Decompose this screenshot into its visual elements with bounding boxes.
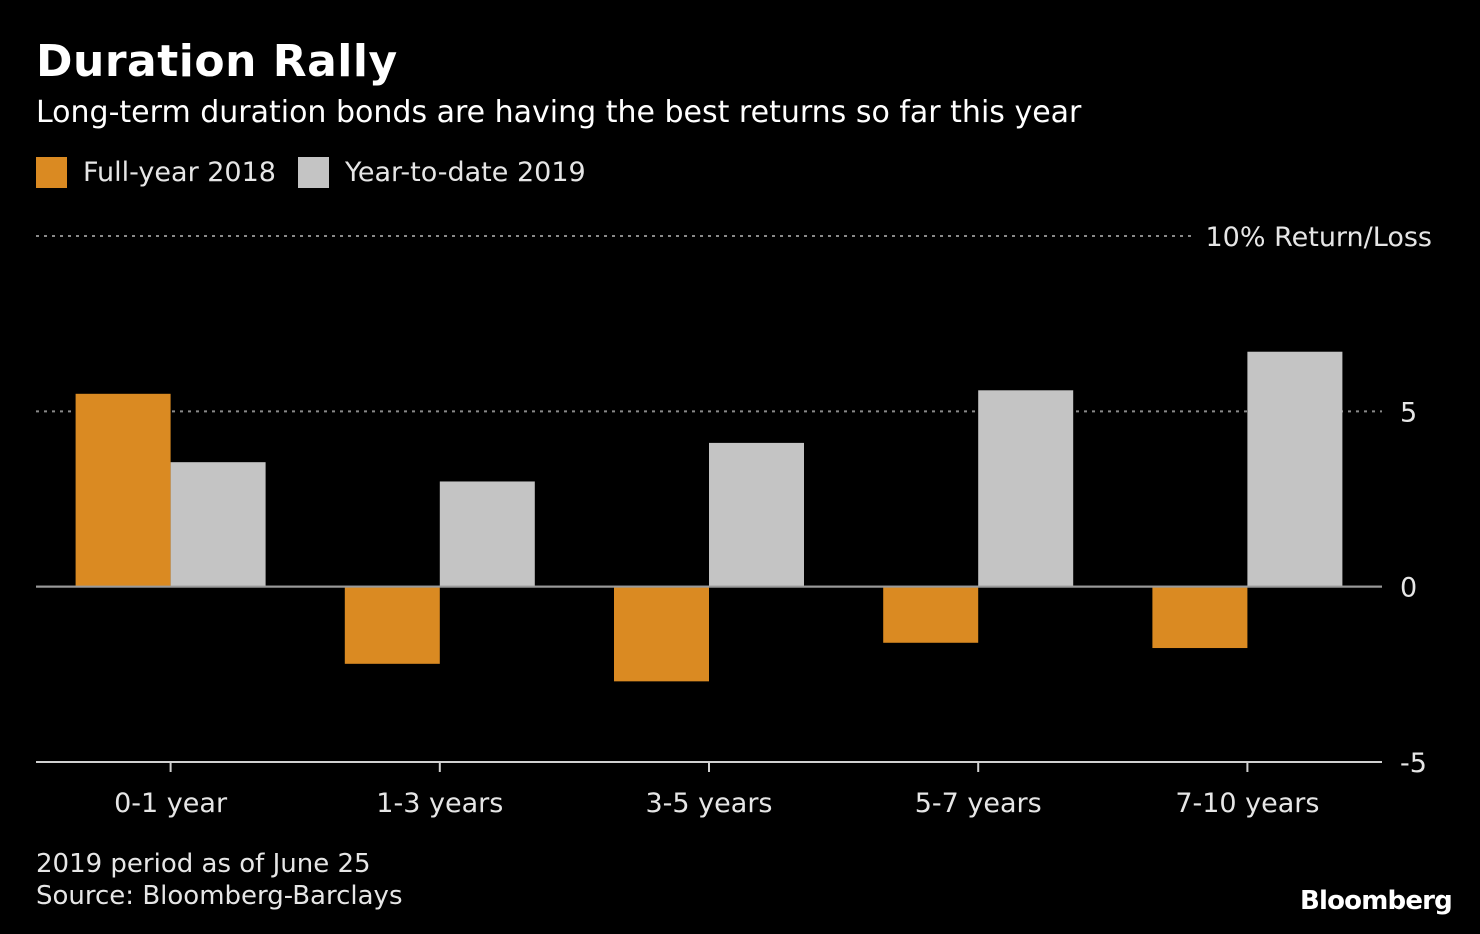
x-tick-label: 3-5 years	[646, 788, 773, 819]
x-tick-label: 7-10 years	[1175, 788, 1319, 819]
bar-2018	[344, 586, 440, 664]
chart-subtitle: Long-term duration bonds are having the …	[36, 95, 1082, 130]
legend-label-2019: Year-to-date 2019	[344, 157, 586, 188]
legend-label-2018: Full-year 2018	[83, 157, 276, 188]
footnote-period: 2019 period as of June 25	[36, 849, 371, 879]
bloomberg-logo: Bloomberg	[1299, 886, 1453, 916]
bar-2019	[709, 442, 804, 587]
footnote: 2019 period as of June 25 Source: Bloomb…	[36, 848, 403, 912]
legend-swatch-2018	[36, 157, 67, 188]
bar-2019	[439, 481, 535, 587]
bar-2018	[75, 393, 171, 587]
bar-2019	[978, 390, 1074, 587]
legend: Full-year 2018 Year-to-date 2019	[36, 157, 608, 188]
bar-2018	[614, 586, 709, 682]
chart-title: Duration Rally	[36, 36, 398, 87]
bar-2018	[1152, 586, 1248, 649]
y-tick-label: 0	[1400, 573, 1417, 604]
bar-2019	[170, 462, 266, 587]
bar-2019	[1247, 351, 1343, 587]
legend-swatch-2019	[297, 157, 329, 188]
footnote-source: Source: Bloomberg-Barclays	[36, 881, 403, 911]
x-tick-label: 1-3 years	[376, 788, 503, 819]
x-tick-label: 0-1 year	[114, 788, 228, 819]
legend-item-2018: Full-year 2018	[36, 157, 276, 188]
y-tick-label: 5	[1400, 397, 1417, 428]
y-tick-label: -5	[1400, 748, 1427, 779]
x-tick-label: 5-7 years	[915, 788, 1042, 819]
legend-item-2019: Year-to-date 2019	[297, 157, 586, 188]
y-tick-label: 10% Return/Loss	[1205, 222, 1432, 253]
bar-2018	[883, 586, 979, 643]
